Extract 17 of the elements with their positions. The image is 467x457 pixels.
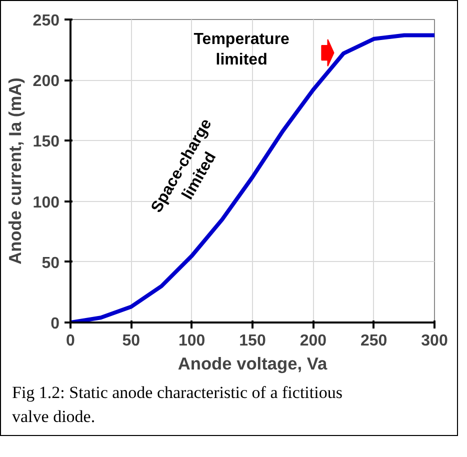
x-axis-title: Anode voltage, Va (178, 354, 328, 374)
x-tick-label: 50 (122, 332, 140, 350)
y-tick-label: 0 (50, 316, 60, 332)
caption: Fig 1.2: Static anode characteristic of a fictitious valve diode. (12, 382, 344, 428)
y-tick-label: 200 (32, 73, 60, 90)
annotation: Temperature limited (194, 31, 290, 68)
x-tick-label: 250 (360, 332, 388, 350)
x-tick-label: 300 (421, 332, 448, 350)
y-tick-label: 250 (32, 12, 60, 30)
x-tick-label: 200 (300, 332, 327, 350)
y-axis-title: Anode current, Ia (mA) (4, 78, 25, 264)
y-tick-label: 150 (32, 134, 60, 151)
x-tick-label: 0 (66, 332, 76, 350)
y-tick-label: 100 (32, 194, 60, 212)
y-tick-label: 50 (42, 254, 60, 272)
x-tick-label: 100 (178, 332, 206, 350)
x-tick-label: 150 (239, 332, 266, 350)
